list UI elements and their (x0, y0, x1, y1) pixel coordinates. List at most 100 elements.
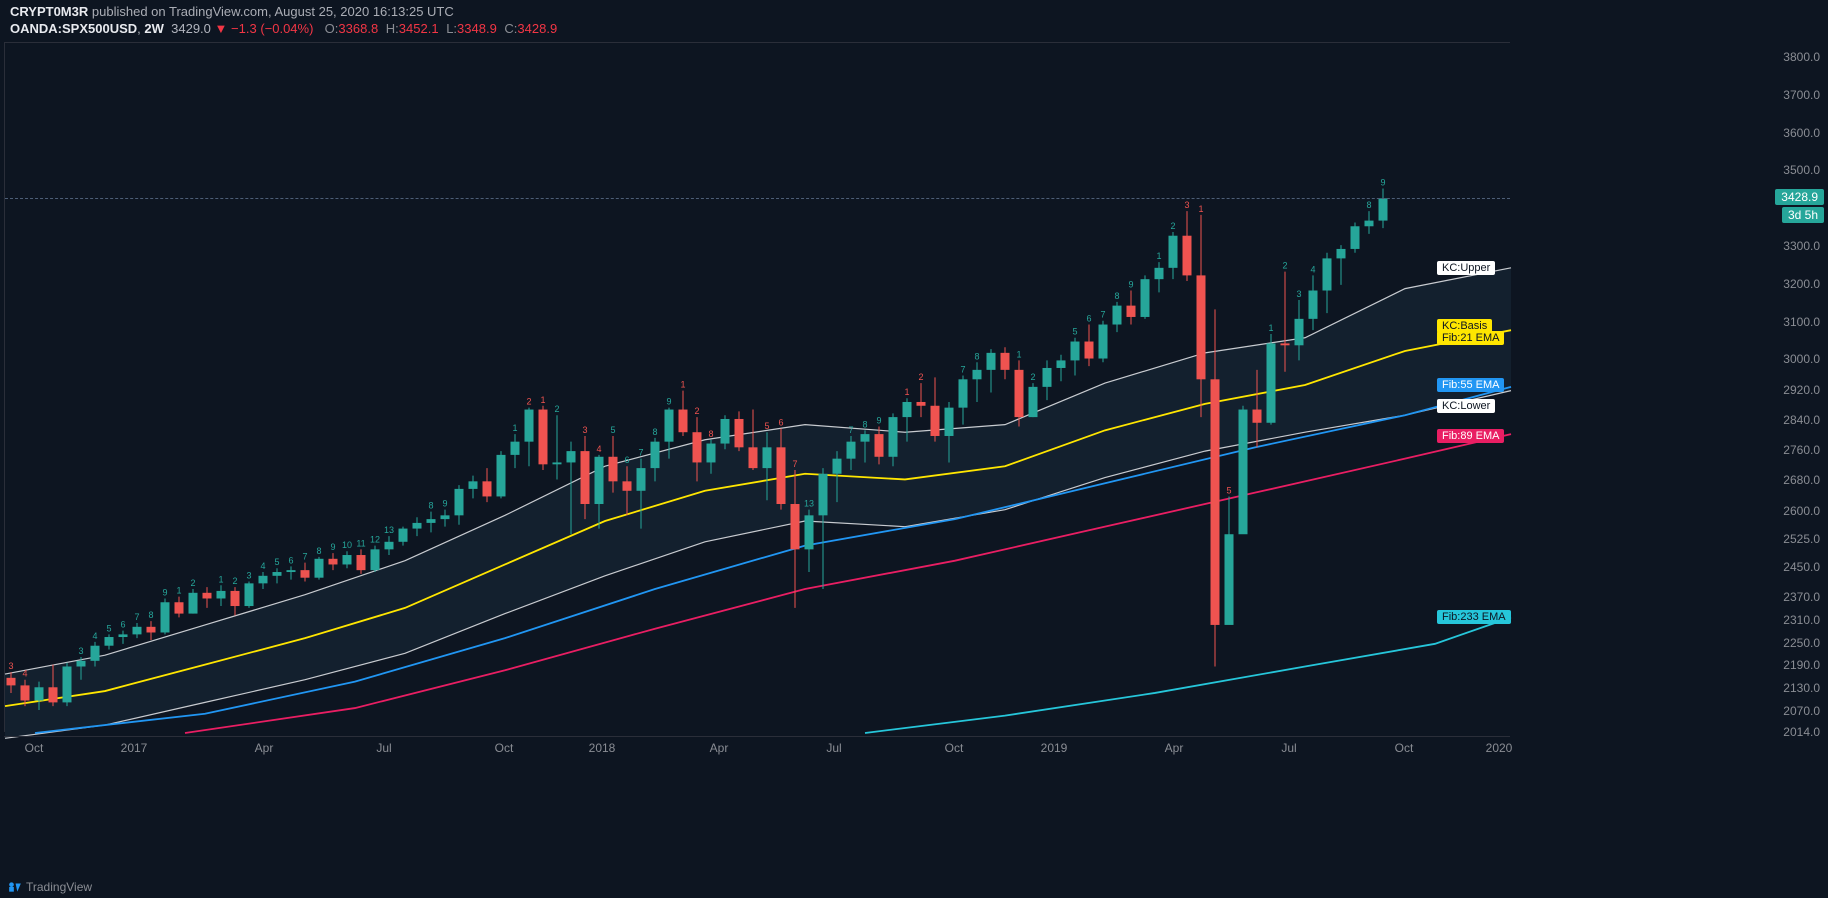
candle-body[interactable] (581, 451, 590, 504)
candle-body[interactable] (119, 634, 128, 637)
candle-body[interactable] (343, 555, 352, 564)
candle-body[interactable] (1057, 360, 1066, 368)
candle-body[interactable] (1085, 342, 1094, 359)
candle-body[interactable] (287, 570, 296, 572)
candle-body[interactable] (483, 481, 492, 496)
candle-body[interactable] (721, 419, 730, 444)
candle-body[interactable] (1337, 249, 1346, 258)
candle-body[interactable] (1267, 343, 1276, 422)
candle-body[interactable] (553, 462, 562, 464)
candle-body[interactable] (1211, 379, 1220, 625)
candle-body[interactable] (147, 627, 156, 633)
candle-body[interactable] (595, 457, 604, 504)
candle-body[interactable] (385, 542, 394, 550)
candle-body[interactable] (1071, 342, 1080, 361)
candle-body[interactable] (777, 447, 786, 504)
candle-body[interactable] (413, 523, 422, 529)
candle-body[interactable] (1379, 198, 1388, 220)
x-axis[interactable]: Oct2017AprJulOct2018AprJulOct2019AprJulO… (4, 736, 1510, 758)
candle-body[interactable] (1127, 306, 1136, 317)
candle-body[interactable] (49, 687, 58, 702)
candle-body[interactable] (91, 646, 100, 661)
candle-body[interactable] (427, 519, 436, 523)
candle-body[interactable] (889, 417, 898, 457)
candle-body[interactable] (357, 555, 366, 570)
candle-body[interactable] (189, 593, 198, 614)
interval[interactable]: 2W (144, 21, 164, 36)
candle-body[interactable] (973, 370, 982, 379)
plot-area[interactable]: 3434567891212345678910111213891212345678… (4, 42, 1510, 732)
symbol[interactable]: OANDA:SPX500USD (10, 21, 137, 36)
candle-body[interactable] (203, 593, 212, 599)
candle-body[interactable] (455, 489, 464, 515)
candle-body[interactable] (959, 379, 968, 407)
candle-body[interactable] (273, 572, 282, 576)
candle-body[interactable] (469, 481, 478, 489)
candle-body[interactable] (7, 678, 16, 686)
candle-body[interactable] (329, 559, 338, 565)
candle-body[interactable] (805, 515, 814, 549)
candle-body[interactable] (931, 406, 940, 436)
candle-body[interactable] (707, 444, 716, 463)
candle-body[interactable] (1309, 291, 1318, 319)
candle-body[interactable] (35, 687, 44, 700)
candle-body[interactable] (21, 685, 30, 700)
candle-body[interactable] (1197, 275, 1206, 379)
candle-body[interactable] (63, 666, 72, 702)
candle-body[interactable] (791, 504, 800, 549)
candle-body[interactable] (1169, 236, 1178, 268)
candle-body[interactable] (301, 570, 310, 578)
candle-body[interactable] (441, 515, 450, 519)
candle-body[interactable] (175, 602, 184, 613)
candle-body[interactable] (105, 637, 114, 646)
candle-body[interactable] (693, 432, 702, 462)
candle-body[interactable] (1155, 268, 1164, 279)
candle-body[interactable] (847, 442, 856, 459)
candle-body[interactable] (77, 661, 86, 667)
candle-body[interactable] (511, 442, 520, 455)
candle-body[interactable] (987, 353, 996, 370)
candle-body[interactable] (1001, 353, 1010, 370)
candle-body[interactable] (735, 419, 744, 447)
candle-body[interactable] (217, 591, 226, 599)
candle-body[interactable] (497, 455, 506, 497)
candle-body[interactable] (1113, 306, 1122, 325)
candle-body[interactable] (917, 402, 926, 406)
candle-body[interactable] (861, 434, 870, 442)
candle-body[interactable] (1295, 319, 1304, 345)
candle-body[interactable] (819, 474, 828, 516)
candle-body[interactable] (1015, 370, 1024, 417)
candle-body[interactable] (679, 410, 688, 433)
candle-body[interactable] (665, 410, 674, 442)
candle-body[interactable] (1043, 368, 1052, 387)
candle-body[interactable] (637, 468, 646, 491)
candle-body[interactable] (1099, 325, 1108, 359)
candle-body[interactable] (875, 434, 884, 457)
candle-body[interactable] (749, 447, 758, 468)
candle-body[interactable] (623, 481, 632, 490)
candle-body[interactable] (903, 402, 912, 417)
candle-body[interactable] (399, 529, 408, 542)
candle-body[interactable] (161, 602, 170, 632)
candle-body[interactable] (1253, 410, 1262, 423)
candle-body[interactable] (609, 457, 618, 482)
candle-body[interactable] (245, 583, 254, 606)
candle-body[interactable] (1351, 226, 1360, 249)
candle-body[interactable] (651, 442, 660, 468)
candle-body[interactable] (1239, 410, 1248, 535)
candle-body[interactable] (133, 627, 142, 635)
candle-body[interactable] (539, 410, 548, 465)
candle-body[interactable] (1281, 343, 1290, 345)
candle-body[interactable] (525, 410, 534, 442)
candle-body[interactable] (1183, 236, 1192, 276)
candle-body[interactable] (833, 459, 842, 474)
candle-body[interactable] (231, 591, 240, 606)
candle-body[interactable] (567, 451, 576, 462)
y-axis[interactable]: 3800.03700.03600.03500.03428.93300.03200… (1758, 42, 1828, 732)
candle-body[interactable] (1365, 221, 1374, 227)
tradingview-watermark[interactable]: TradingView (8, 880, 92, 894)
candle-body[interactable] (945, 408, 954, 436)
candle-body[interactable] (315, 559, 324, 578)
candle-body[interactable] (371, 549, 380, 570)
candle-body[interactable] (1141, 279, 1150, 317)
